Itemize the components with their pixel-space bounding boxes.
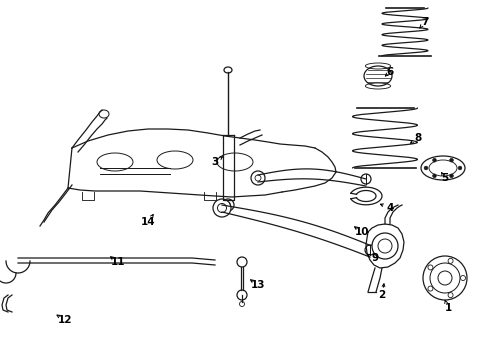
Circle shape xyxy=(372,233,398,259)
Circle shape xyxy=(251,171,265,185)
Circle shape xyxy=(222,199,234,211)
Circle shape xyxy=(433,158,436,162)
Text: 4: 4 xyxy=(386,203,393,213)
Text: 9: 9 xyxy=(371,253,379,263)
Circle shape xyxy=(237,257,247,267)
Circle shape xyxy=(428,265,433,270)
Circle shape xyxy=(225,202,230,207)
Circle shape xyxy=(378,239,392,253)
Ellipse shape xyxy=(99,110,109,118)
Circle shape xyxy=(438,271,452,285)
Text: 10: 10 xyxy=(355,227,369,237)
Circle shape xyxy=(240,302,245,306)
Text: 12: 12 xyxy=(58,315,72,325)
Ellipse shape xyxy=(217,153,253,171)
Circle shape xyxy=(450,174,453,177)
Circle shape xyxy=(448,293,453,298)
Circle shape xyxy=(255,175,261,181)
Circle shape xyxy=(450,158,453,162)
Text: 3: 3 xyxy=(211,157,219,167)
Circle shape xyxy=(428,286,433,291)
Text: 13: 13 xyxy=(251,280,265,290)
Ellipse shape xyxy=(224,67,232,73)
Circle shape xyxy=(237,290,247,300)
Circle shape xyxy=(448,258,453,264)
Circle shape xyxy=(458,166,462,170)
Circle shape xyxy=(213,199,231,217)
Text: 14: 14 xyxy=(141,217,155,227)
Text: 8: 8 xyxy=(415,133,421,143)
Circle shape xyxy=(461,275,465,280)
Text: 1: 1 xyxy=(444,303,452,313)
Circle shape xyxy=(423,256,467,300)
Text: 7: 7 xyxy=(421,17,429,27)
Circle shape xyxy=(433,174,436,177)
Text: 5: 5 xyxy=(441,173,449,183)
Ellipse shape xyxy=(429,160,457,176)
Ellipse shape xyxy=(157,151,193,169)
Text: 2: 2 xyxy=(378,290,386,300)
Circle shape xyxy=(430,263,460,293)
Circle shape xyxy=(218,203,226,212)
Circle shape xyxy=(361,174,371,184)
Ellipse shape xyxy=(97,153,133,171)
Circle shape xyxy=(424,166,428,170)
Circle shape xyxy=(365,245,375,255)
Text: 11: 11 xyxy=(111,257,125,267)
Text: 6: 6 xyxy=(387,67,393,77)
Ellipse shape xyxy=(421,156,465,180)
